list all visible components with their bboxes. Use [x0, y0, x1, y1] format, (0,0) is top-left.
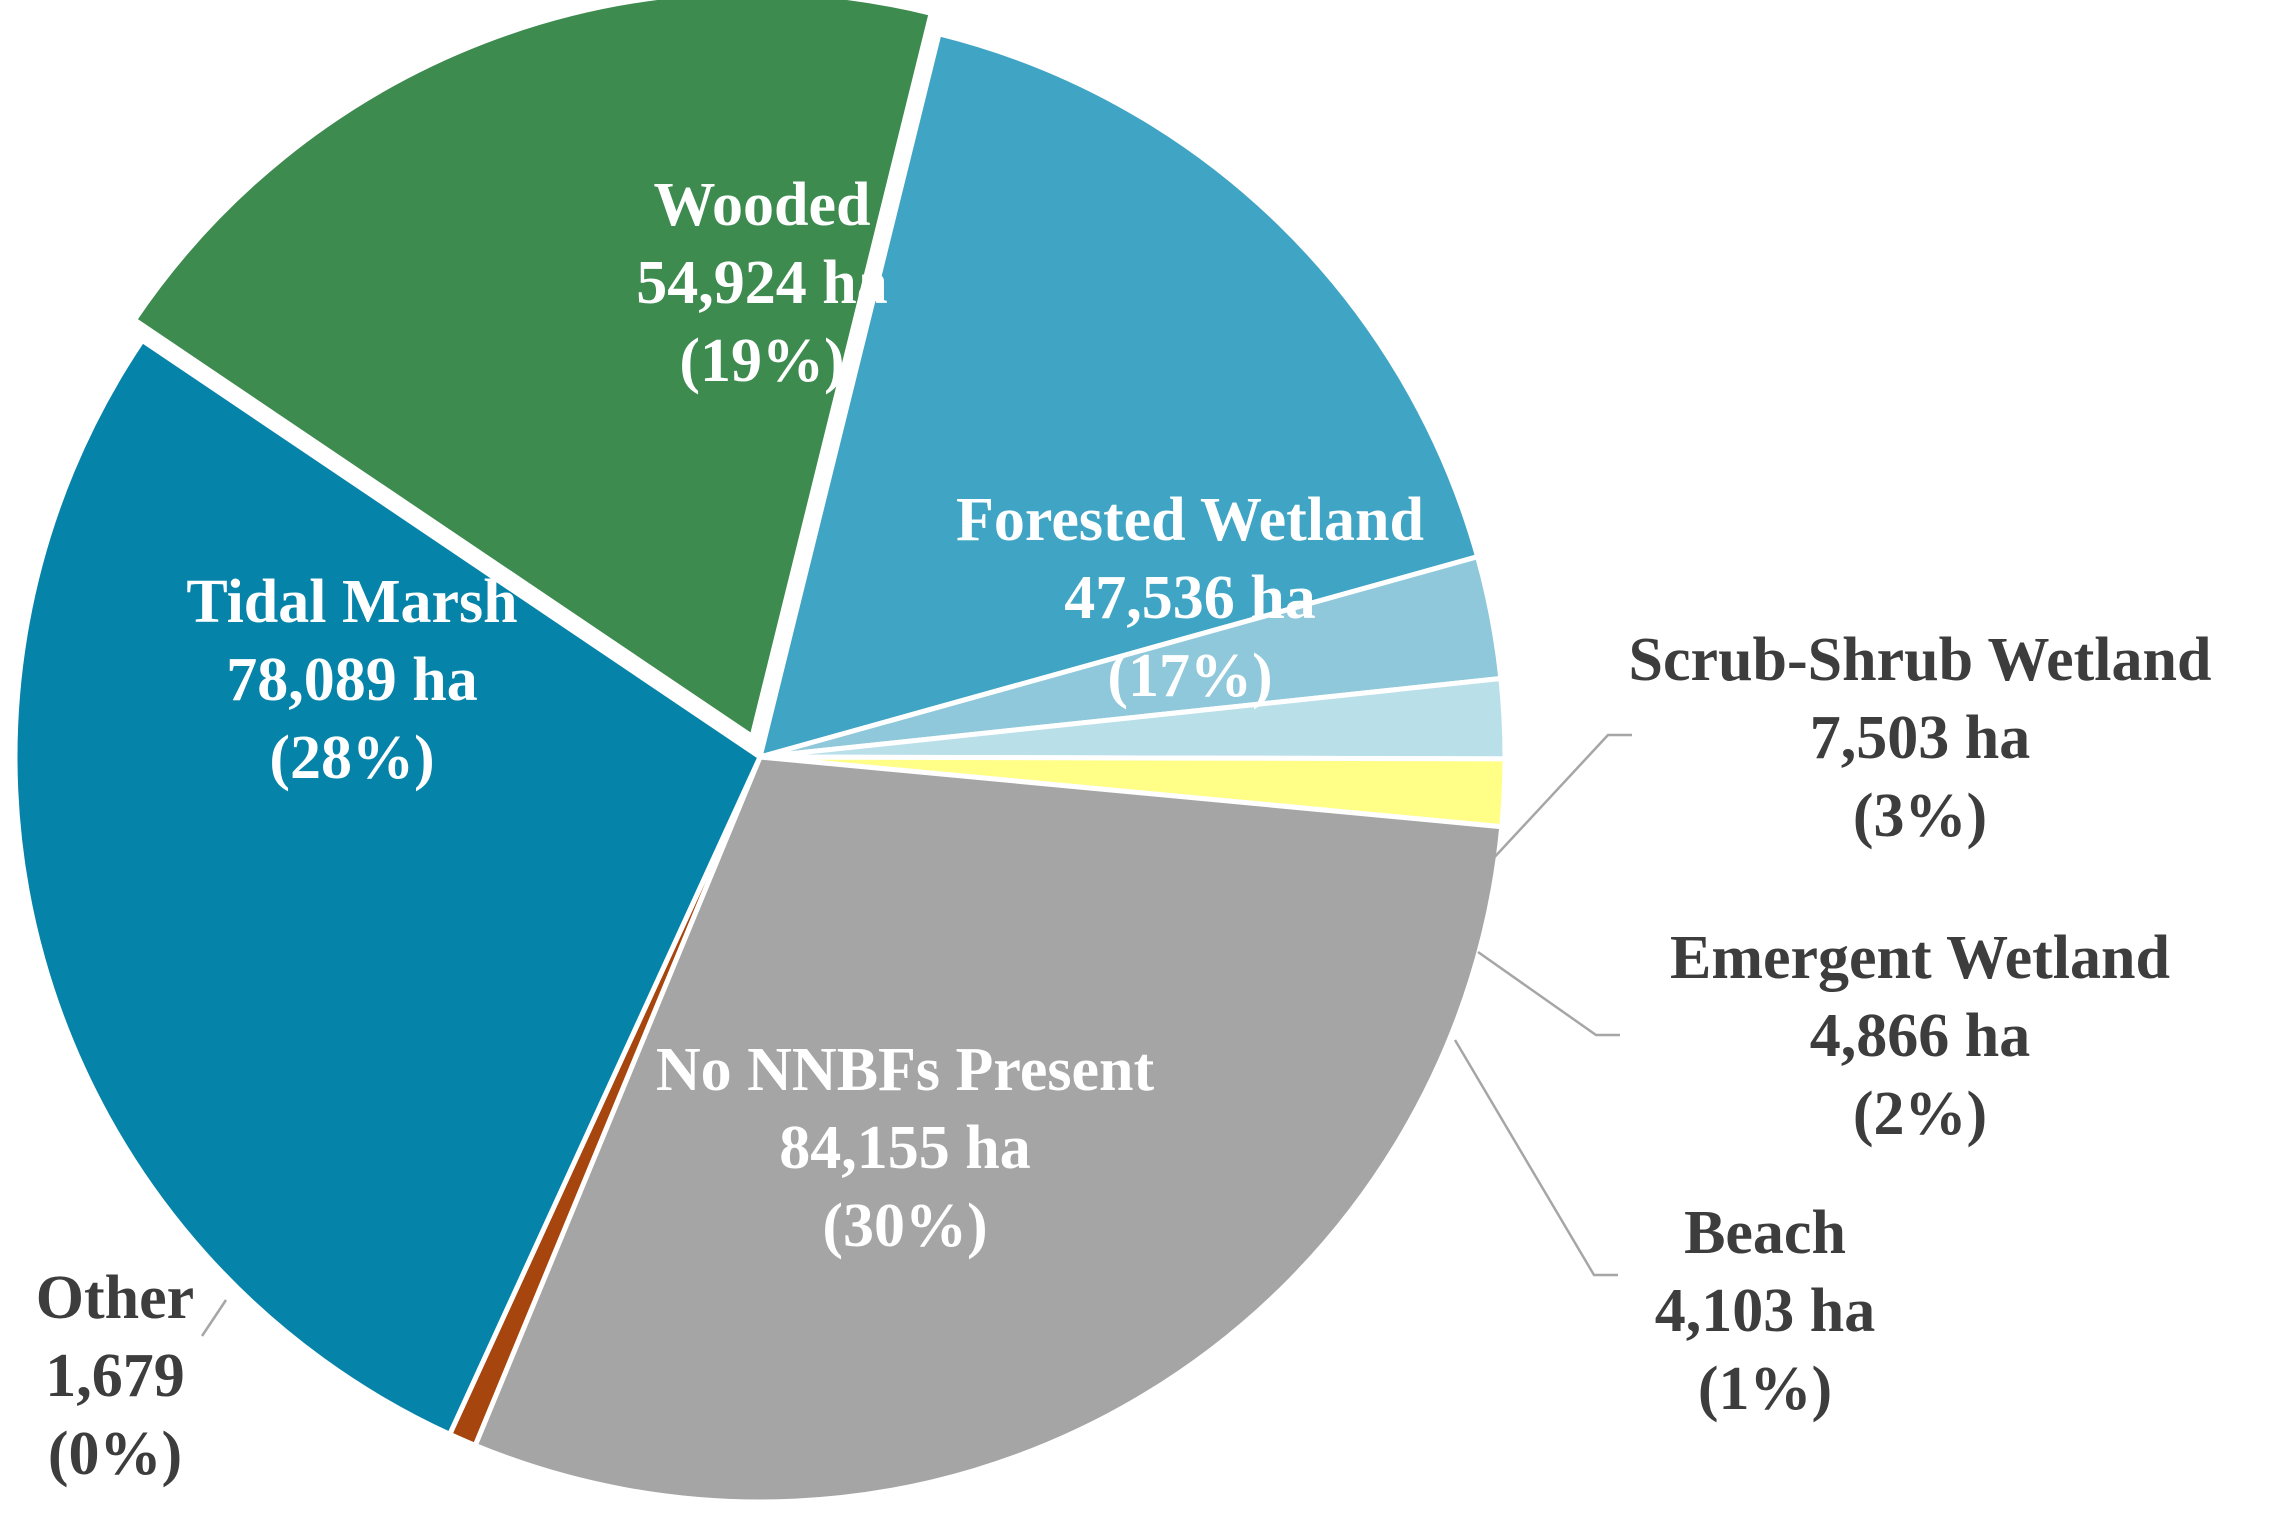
label-value-wooded: 54,924 ha — [636, 249, 887, 317]
label-category-forested-wetland: Forested Wetland — [956, 486, 1424, 554]
label-category-tidal-marsh: Tidal Marsh — [186, 568, 517, 636]
leader-line-other — [200, 1299, 228, 1337]
label-category-beach: Beach — [1684, 1199, 1846, 1267]
label-value-no-nnbfs-present: 84,155 ha — [779, 1114, 1030, 1182]
pie-slice-no-nnbfs-present — [472, 754, 1505, 1505]
slice-labels: Wooded 54,924 ha (19%) Forested Wetland 47,5… — [36, 171, 2212, 1488]
label-percent-scrub-shrub-wetland: (3%) — [1853, 782, 1987, 850]
slice-label-no-nnbfs-present: No NNBFs Present 84,155 ha (30%) — [656, 1036, 1155, 1260]
label-percent-forested-wetland: (17%) — [1107, 642, 1272, 710]
label-value-other: 1,679 — [45, 1342, 185, 1410]
label-value-forested-wetland: 47,536 ha — [1064, 564, 1315, 632]
label-category-wooded: Wooded — [653, 171, 870, 239]
pie-slices — [12, 0, 1508, 1505]
pie-slice-tidal-marsh — [12, 337, 763, 1437]
leader-line-scrub-shrub-wetland — [1489, 733, 1632, 863]
leader-line-beach — [1453, 1039, 1618, 1277]
slice-label-emergent-wetland: Emergent Wetland 4,866 ha (2%) — [1670, 924, 2170, 1148]
label-percent-wooded: (19%) — [679, 327, 844, 395]
slice-label-other: Other 1,679 (0%) — [36, 1264, 194, 1488]
pie-slice-wooded — [131, 0, 934, 739]
slice-label-wooded: Wooded 54,924 ha (19%) — [636, 171, 887, 395]
label-percent-beach: (1%) — [1698, 1355, 1832, 1423]
label-value-beach: 4,103 ha — [1655, 1277, 1875, 1345]
slice-label-scrub-shrub-wetland: Scrub-Shrub Wetland 7,503 ha (3%) — [1629, 626, 2212, 850]
label-category-scrub-shrub-wetland: Scrub-Shrub Wetland — [1629, 626, 2212, 694]
leader-lines — [200, 733, 1632, 1337]
label-percent-emergent-wetland: (2%) — [1853, 1080, 1987, 1148]
label-category-other: Other — [36, 1264, 194, 1332]
pie-slice-forested-wetland — [757, 31, 1481, 760]
label-percent-other: (0%) — [48, 1420, 182, 1488]
slice-label-tidal-marsh: Tidal Marsh 78,089 ha (28%) — [186, 568, 517, 792]
label-percent-tidal-marsh: (28%) — [269, 724, 434, 792]
label-percent-no-nnbfs-present: (30%) — [822, 1192, 987, 1260]
slice-label-beach: Beach 4,103 ha (1%) — [1655, 1199, 1875, 1423]
label-value-scrub-shrub-wetland: 7,503 ha — [1810, 704, 2030, 772]
label-category-emergent-wetland: Emergent Wetland — [1670, 924, 2170, 992]
label-category-no-nnbfs-present: No NNBFs Present — [656, 1036, 1155, 1104]
label-value-tidal-marsh: 78,089 ha — [226, 646, 477, 714]
slice-label-forested-wetland: Forested Wetland 47,536 ha (17%) — [956, 486, 1424, 710]
label-value-emergent-wetland: 4,866 ha — [1810, 1002, 2030, 1070]
leader-line-emergent-wetland — [1477, 950, 1620, 1037]
